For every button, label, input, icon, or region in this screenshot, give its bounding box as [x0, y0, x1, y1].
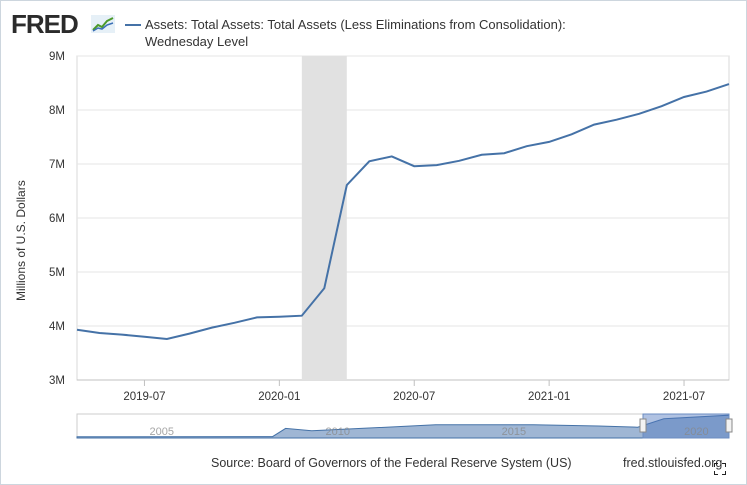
- y-tick-label: 5M: [49, 267, 65, 279]
- series-line: [76, 83, 730, 341]
- y-tick-label: 4M: [49, 321, 65, 333]
- navigator-tick-label: 2005: [150, 426, 174, 438]
- legend-series-label[interactable]: Assets: Total Assets: Total Assets (Less…: [145, 17, 566, 49]
- navigator: 2005 2010 2015 2020: [76, 413, 733, 439]
- fred-logo-chart-icon: [91, 15, 115, 33]
- y-tick-labels: 3M 4M 5M 6M 7M 8M 9M: [49, 51, 65, 387]
- x-tick-label: 2019-07: [123, 391, 165, 403]
- navigator-tick-label: 2020: [684, 426, 708, 438]
- legend-series-swatch: [125, 24, 141, 26]
- fred-logo[interactable]: FRED: [11, 9, 79, 39]
- y-tick-label: 8M: [49, 105, 65, 117]
- x-tick-label: 2021-07: [663, 391, 705, 403]
- y-tick-label: 3M: [49, 375, 65, 387]
- y-tick-label: 7M: [49, 159, 65, 171]
- y-tick-label: 6M: [49, 213, 65, 225]
- navigator-tick-label: 2015: [502, 426, 526, 438]
- x-tick-label: 2020-07: [393, 391, 435, 403]
- x-tick-label: 2020-01: [258, 391, 300, 403]
- navigator-tick-label: 2010: [326, 426, 350, 438]
- x-tick-labels: 2019-07 2020-01 2020-07 2021-01 2021-07: [77, 379, 729, 403]
- grid-lines: [76, 55, 730, 381]
- navigator-handle[interactable]: [639, 418, 647, 433]
- navigator-handle[interactable]: [725, 418, 733, 433]
- source-note: Source: Board of Governors of the Federa…: [211, 456, 572, 470]
- chart-plot[interactable]: 3M 4M 5M 6M 7M 8M 9M 2019-07 2020-01 2020-07 2021…: [1, 1, 746, 451]
- credit-link[interactable]: fred.stlouisfed.org: [623, 456, 723, 470]
- fullscreen-icon[interactable]: [714, 463, 726, 475]
- x-tick-label: 2021-01: [528, 391, 570, 403]
- y-tick-label: 9M: [49, 51, 65, 63]
